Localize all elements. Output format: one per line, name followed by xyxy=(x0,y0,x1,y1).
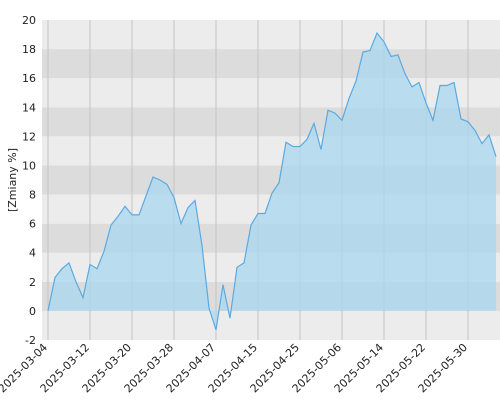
y-tick-label: 2 xyxy=(29,276,36,289)
y-tick-label: 16 xyxy=(22,72,36,85)
background-band xyxy=(42,20,500,50)
y-tick-label: 4 xyxy=(29,247,36,260)
y-axis-label: [Zmiany %] xyxy=(6,148,19,212)
y-tick-label: 0 xyxy=(29,305,36,318)
y-tick-label: 8 xyxy=(29,189,36,202)
y-tick-label: 12 xyxy=(22,130,36,143)
y-tick-label: -2 xyxy=(25,334,36,347)
y-tick-label: 6 xyxy=(29,218,36,231)
background-band xyxy=(42,310,500,340)
background-band xyxy=(42,78,500,108)
y-tick-label: 14 xyxy=(22,101,36,114)
y-tick-label: 20 xyxy=(22,14,36,27)
y-tick-label: 18 xyxy=(22,43,36,56)
y-tick-label: 10 xyxy=(22,159,36,172)
background-band xyxy=(42,49,500,79)
line xyxy=(47,31,497,330)
area xyxy=(48,33,496,330)
